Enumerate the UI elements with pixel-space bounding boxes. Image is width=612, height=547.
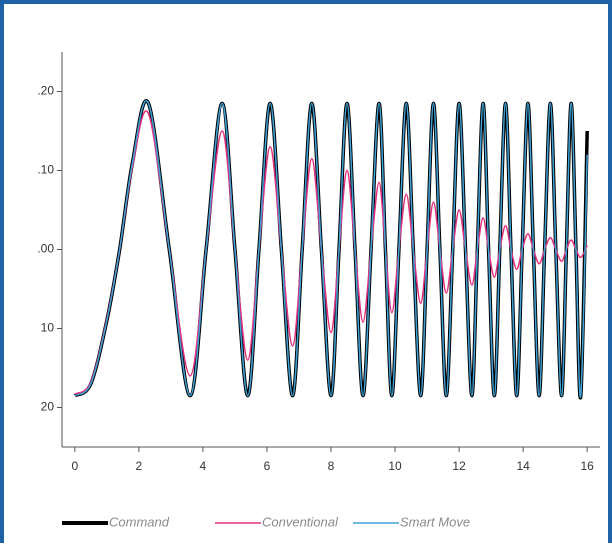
series-line [74, 110, 588, 395]
y-tick-label: .10 [37, 163, 54, 177]
series-line [74, 100, 588, 398]
x-tick-label: 10 [388, 459, 402, 473]
legend-label: Conventional [262, 514, 339, 529]
x-tick-label: 12 [452, 459, 466, 473]
y-tick-label: .20 [37, 84, 54, 98]
y-tick-label: 20 [41, 400, 55, 414]
x-tick-label: 8 [328, 459, 335, 473]
legend-label: Smart Move [400, 514, 470, 529]
x-tick-label: 4 [200, 459, 207, 473]
x-tick-label: 0 [71, 459, 78, 473]
x-tick-label: 2 [136, 459, 143, 473]
x-tick-label: 14 [516, 459, 530, 473]
y-tick-label: 10 [41, 321, 55, 335]
x-tick-label: 16 [581, 459, 595, 473]
legend-label: Command [109, 514, 170, 529]
x-tick-label: 6 [264, 459, 271, 473]
y-tick-label: .00 [37, 242, 54, 256]
